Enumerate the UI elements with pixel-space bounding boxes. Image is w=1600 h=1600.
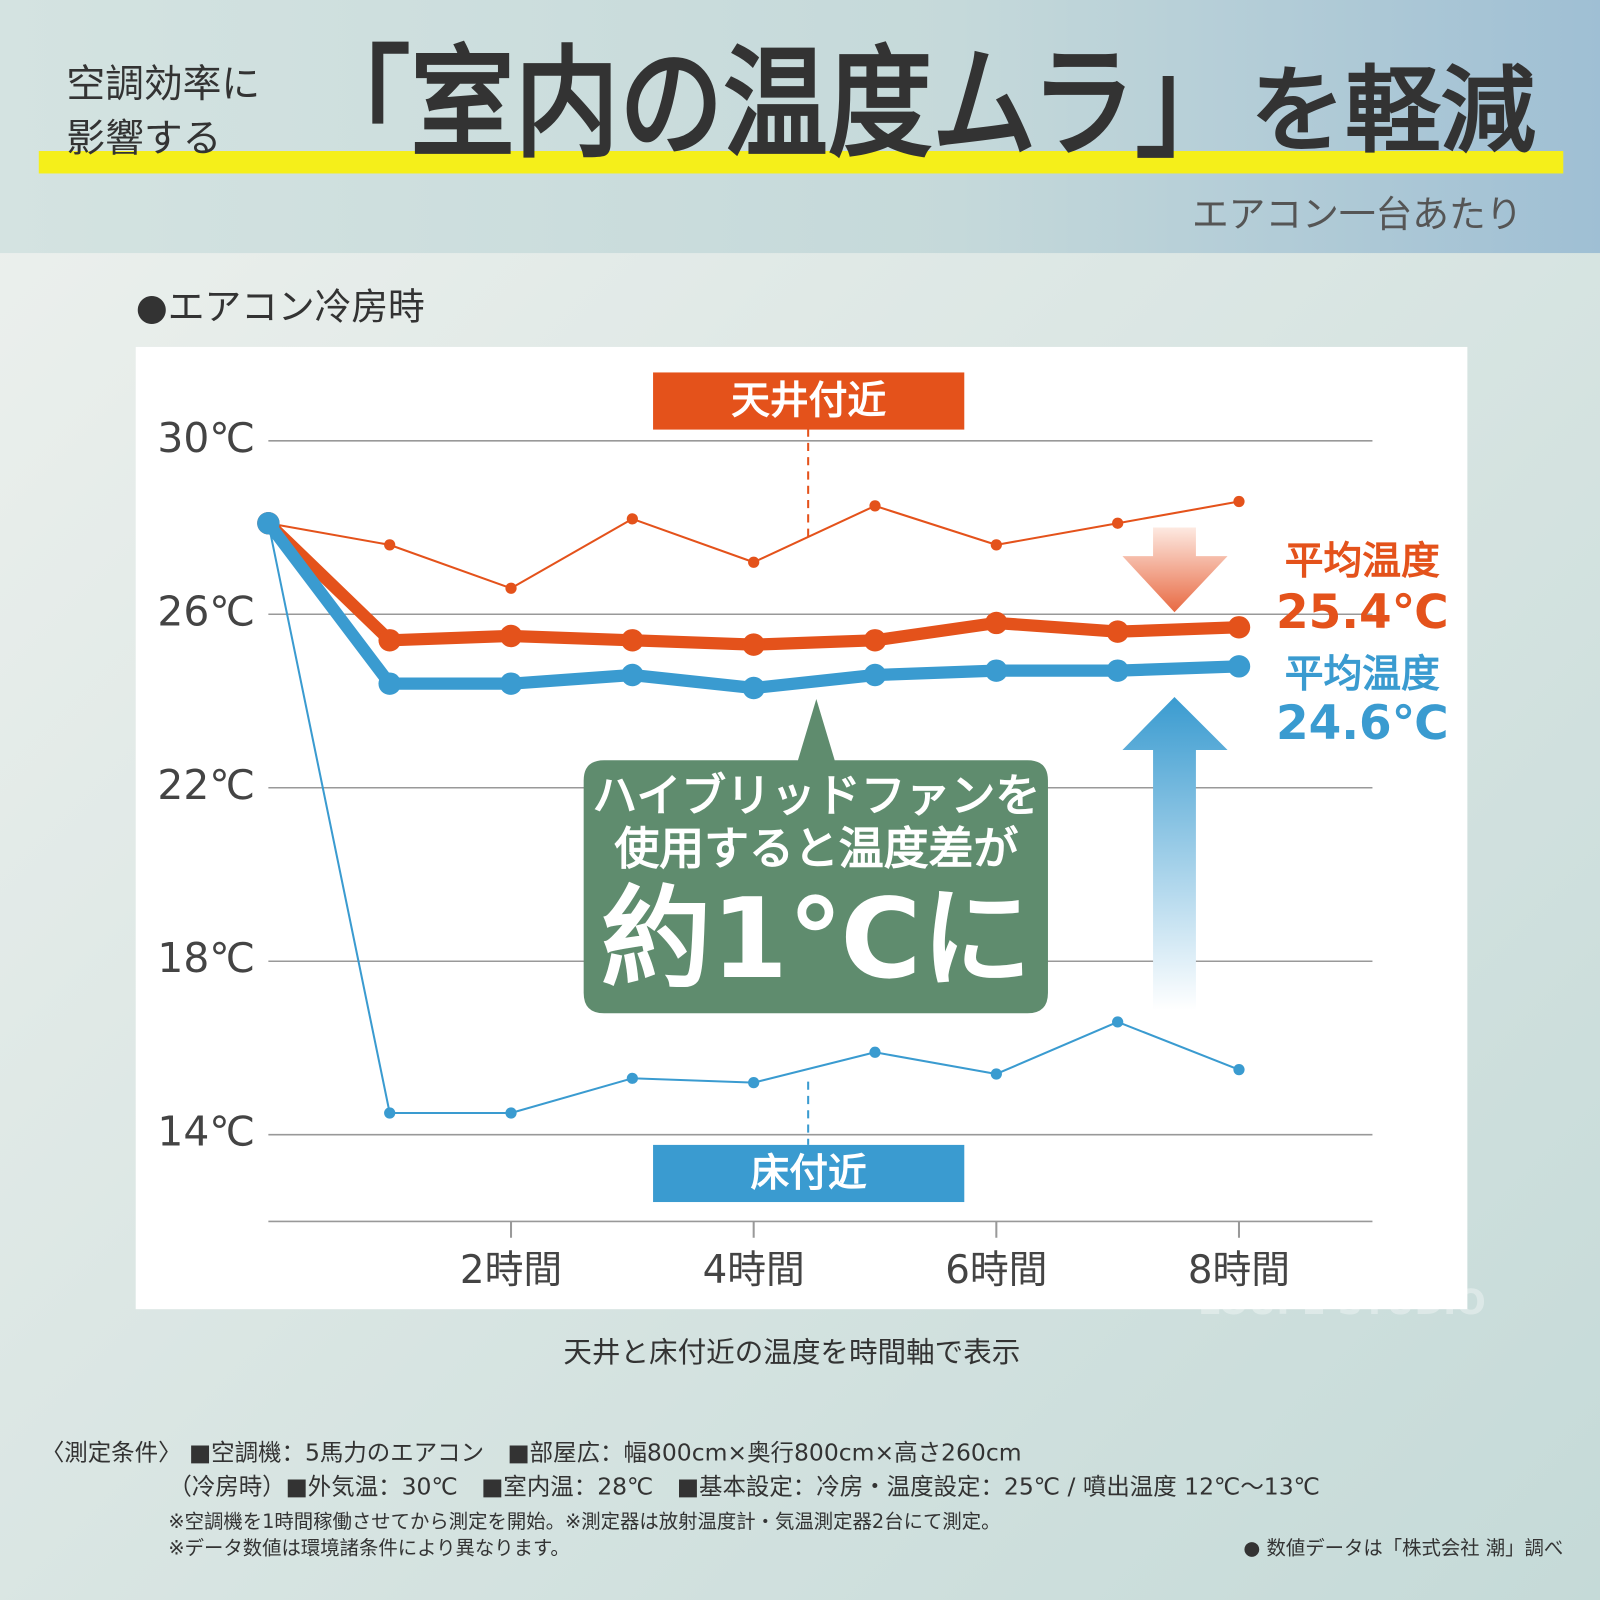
header-title: 「室内の温度ムラ」 [306, 34, 1240, 174]
callout-box [583, 698, 1048, 1014]
x-tick-label: 6時間 [945, 1248, 1047, 1293]
data-point [742, 676, 765, 700]
footer-condition: 〈測定条件〉 ■空調機：5馬力のエアコン ■部屋広：幅800cm×奥行800cm… [41, 1439, 1022, 1467]
data-point [990, 539, 1002, 551]
data-point [1112, 517, 1124, 529]
footer-source: ● 数値データは「株式会社 潮」調べ [1243, 1536, 1563, 1559]
data-point [384, 1107, 396, 1119]
data-point [863, 629, 887, 652]
annotation: 24.6℃ [1276, 696, 1449, 751]
data-point [742, 633, 765, 656]
data-point [1106, 659, 1129, 682]
data-point [505, 582, 517, 594]
legend-label: 平均温度 [1285, 652, 1440, 697]
x-tick-label: 8時間 [1188, 1248, 1290, 1293]
y-tick-label: 22℃ [157, 761, 255, 809]
annotation: 25.4℃ [1276, 585, 1449, 640]
data-point [985, 611, 1008, 635]
data-point [257, 511, 280, 535]
data-point [869, 1046, 881, 1058]
x-tick-label: 4時間 [703, 1248, 805, 1293]
legend-label: 天井付近 [731, 379, 886, 424]
header-lead: 影響する [66, 116, 221, 161]
data-point [378, 672, 401, 695]
header-lead: 空調効率に [66, 62, 260, 107]
data-point [384, 539, 396, 551]
data-point [1112, 1016, 1124, 1028]
data-point [1233, 1064, 1245, 1076]
footer-note: ※空調機を1時間稼働させてから測定を開始。※測定器は放射温度計・気温測定器2台に… [168, 1510, 1000, 1533]
watermark: LOUPE STUDIO [1198, 1283, 1486, 1323]
series-label-box [653, 1144, 965, 1203]
data-point [990, 1068, 1002, 1080]
header-title-tail: を軽減 [1250, 57, 1536, 166]
y-tick-label: 14℃ [157, 1108, 255, 1156]
data-point [626, 1072, 638, 1084]
data-point [621, 629, 644, 652]
callout-text: 約1℃に [601, 875, 1031, 1003]
header-subtitle: エアコン一台あたり [1192, 193, 1522, 236]
highlight-bar [38, 151, 1564, 174]
series-label-box [653, 372, 965, 430]
data-point [1227, 655, 1251, 678]
callout-text: 使用すると温度差が [613, 822, 1018, 875]
data-point [499, 672, 523, 695]
data-point [748, 1077, 760, 1089]
legend-label: 平均温度 [1285, 539, 1440, 584]
data-point [505, 1107, 517, 1119]
data-point [748, 556, 760, 568]
footer-note: ※データ数値は環境諸条件により異なります。 [168, 1536, 569, 1559]
y-tick-label: 30℃ [157, 414, 255, 462]
footer-condition: （冷房時）■外気温：30℃ ■室内温：28℃ ■基本設定：冷房・温度設定：25℃… [168, 1472, 1320, 1500]
data-point [1106, 620, 1129, 643]
y-tick-label: 26℃ [157, 587, 255, 635]
up-arrow [1122, 696, 1228, 1011]
data-point [869, 500, 881, 512]
x-tick-label: 2時間 [460, 1248, 562, 1293]
data-point [985, 659, 1008, 682]
y-tick-label: 18℃ [157, 934, 255, 982]
data-point [1227, 616, 1251, 639]
legend-label: 床付近 [751, 1151, 868, 1196]
caption: 天井と床付近の温度を時間軸で表示 [563, 1335, 1020, 1369]
chart-title: ●エアコン冷房時 [136, 286, 425, 329]
data-point [1233, 495, 1245, 508]
header-band [0, 0, 1600, 254]
data-point [863, 663, 887, 687]
data-point [626, 513, 638, 525]
data-point [378, 629, 401, 652]
down-arrow [1122, 527, 1228, 613]
callout-text: ハイブリッドファンを [592, 769, 1040, 822]
data-point [621, 663, 644, 687]
data-point [499, 624, 523, 648]
